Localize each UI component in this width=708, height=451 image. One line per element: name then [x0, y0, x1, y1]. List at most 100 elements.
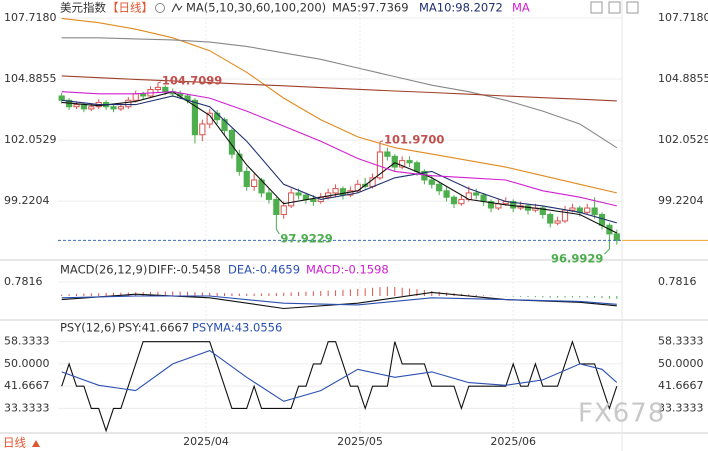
legend-ma10: MA10:98.2072: [419, 1, 503, 15]
candle-body: [458, 198, 465, 205]
y-tick-label: 58.3333: [4, 335, 50, 348]
candle-body: [199, 123, 206, 136]
legend-ma: MA: [512, 1, 530, 15]
watermark: FX678: [578, 399, 665, 429]
macd-title: MACD(26,12,9): [60, 263, 147, 277]
candle-body: [273, 198, 280, 215]
candle-body: [125, 99, 132, 108]
y-tick-label: 58.3333: [658, 335, 704, 348]
candle-body: [480, 194, 487, 203]
candle-body: [332, 188, 339, 194]
indicator-line: [61, 95, 617, 224]
extreme-label: 104.7099: [162, 73, 222, 87]
candle-body: [295, 192, 302, 196]
x-tick-label: 2025/05: [337, 435, 383, 448]
candle-body: [265, 192, 273, 200]
candle-body: [510, 201, 517, 209]
symbol-name: 美元指数: [60, 1, 106, 15]
footer-arrow[interactable]: [32, 440, 40, 447]
indicator-line: [61, 295, 617, 306]
candle-body: [584, 207, 591, 213]
extreme-label: 101.9700: [384, 132, 444, 146]
candle-body: [598, 213, 606, 226]
y-tick-label: 104.8855: [4, 72, 57, 85]
psy-title: PSY(12,6): [60, 321, 116, 335]
y-tick-label: 41.6667: [658, 379, 704, 392]
y-tick-label: 41.6667: [4, 379, 50, 392]
candle-body: [280, 205, 287, 215]
y-tick-label: 33.3333: [658, 401, 704, 414]
candle-body: [399, 160, 406, 168]
y-tick-label: 102.0529: [4, 133, 57, 146]
extreme-pointer: [379, 140, 384, 143]
candle-body: [487, 201, 495, 209]
indicator-line: [61, 339, 618, 433]
candle-body: [406, 160, 413, 164]
y-tick-label: 33.3333: [4, 401, 50, 414]
extreme-label: 96.9929: [551, 252, 603, 266]
x-tick-label: 2025/04: [183, 435, 229, 448]
indicator-line: [61, 17, 617, 194]
candle-body: [243, 170, 250, 187]
candle-body: [613, 233, 620, 241]
y-tick-label: 0.7816: [658, 275, 697, 288]
candle-body: [58, 95, 65, 101]
candle-body: [80, 104, 88, 110]
candle-body: [251, 179, 258, 187]
candle-body: [591, 207, 598, 215]
legend-psyma: PSYMA:43.0556: [192, 321, 282, 335]
y-tick-label: 99.2204: [4, 194, 50, 207]
y-tick-label: 104.8855: [658, 72, 708, 85]
y-tick-label: 50.0000: [658, 357, 704, 370]
indicator-line: [61, 37, 618, 149]
period-label[interactable]: 【日线】: [107, 1, 153, 15]
indicator-icon: [171, 2, 183, 13]
candle-body: [310, 198, 317, 203]
toolbar-button[interactable]: [590, 1, 603, 14]
candle-body: [132, 93, 139, 101]
indicator-line: [61, 91, 618, 234]
y-tick-label: 0.7816: [4, 275, 43, 288]
candle-body: [443, 190, 450, 198]
candle-body: [547, 213, 554, 224]
legend-macd: MACD:-0.1598: [306, 263, 389, 277]
candle-body: [110, 106, 117, 110]
candle-body: [413, 162, 421, 172]
toolbar-button[interactable]: [608, 1, 621, 14]
legend-diff: DIFF:-0.5458: [148, 263, 221, 277]
candle-body: [450, 196, 458, 205]
legend-psy: PSY:41.6667: [118, 321, 189, 335]
y-tick-label: 99.2204: [658, 194, 704, 207]
candle-body: [428, 179, 435, 185]
candle-body: [154, 86, 162, 91]
toolbar-button[interactable]: [626, 1, 639, 14]
candle-body: [221, 119, 228, 131]
footer-period[interactable]: 日线: [3, 436, 26, 450]
y-tick-label: 107.7180: [4, 11, 57, 24]
indicator-name: MA(5,10,30,60,100,200): [186, 1, 326, 15]
legend-dea: DEA:-0.4659: [228, 263, 300, 277]
y-tick-label: 102.0529: [658, 133, 708, 146]
candle-body: [117, 106, 125, 110]
candle-body: [288, 192, 295, 207]
indicator-line: [61, 349, 618, 402]
x-tick-label: 2025/06: [490, 435, 536, 448]
candle-body: [391, 155, 398, 168]
indicator-line: [61, 91, 617, 207]
extreme-label: 97.9229: [280, 232, 332, 246]
settings-icon[interactable]: [155, 3, 165, 13]
candle-body: [302, 194, 310, 200]
extreme-pointer: [275, 228, 280, 235]
candle-body: [191, 99, 199, 136]
indicator-line: [61, 75, 617, 102]
y-tick-label: 107.7180: [658, 11, 708, 24]
extreme-pointer: [157, 81, 162, 84]
indicator-line: [61, 291, 617, 310]
candle-body: [554, 220, 561, 224]
candle-body: [162, 86, 169, 93]
y-tick-label: 50.0000: [4, 357, 50, 370]
candle-body: [539, 207, 546, 215]
